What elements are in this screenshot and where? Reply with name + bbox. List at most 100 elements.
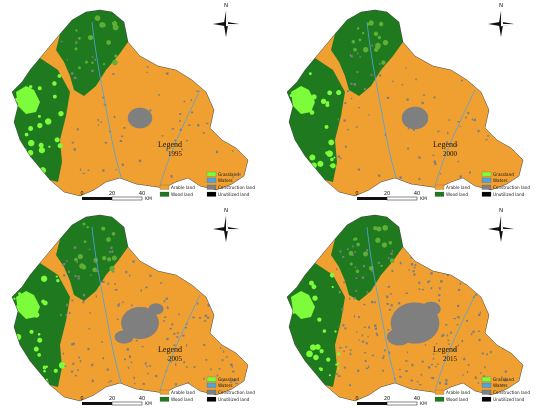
grassland-patch (312, 295, 318, 301)
construction-patch (94, 260, 97, 264)
construction-patch (173, 344, 176, 347)
construction-patch (177, 268, 180, 271)
construction-patch (421, 252, 424, 255)
construction-patch (363, 88, 366, 90)
wood-patch (77, 66, 81, 70)
construction-patch (230, 363, 233, 366)
construction-patch (148, 246, 151, 250)
construction-patch (203, 54, 207, 57)
grassland-patch (15, 304, 22, 310)
construction-patch (182, 334, 185, 337)
construction-patch (342, 256, 345, 258)
legend-item-label: Waters (218, 178, 233, 183)
scale-tick-label: 40 (414, 396, 420, 402)
construction-patch (428, 260, 430, 264)
north-arrow-icon (488, 216, 514, 242)
construction-patch (210, 273, 212, 276)
construction-patch (370, 73, 373, 76)
grassland-patch (40, 275, 48, 282)
construction-patch (202, 132, 205, 134)
grassland-patch (337, 367, 340, 370)
grassland-patch (58, 361, 66, 369)
construction-patch (66, 303, 68, 307)
construction-patch (478, 313, 481, 317)
construction-patch (353, 297, 355, 300)
construction-patch (193, 365, 196, 368)
construction-patch (388, 351, 391, 355)
construction-patch (483, 366, 486, 369)
construction-patch (165, 148, 169, 152)
scale-tick-label: 40 (139, 191, 145, 197)
wood-patch (363, 251, 369, 257)
construction-patch (479, 311, 481, 314)
wood-land-region-north (331, 215, 403, 301)
legend-title: Legend (433, 140, 457, 149)
construction-patch (147, 372, 149, 375)
construction-patch (73, 148, 76, 151)
grassland-patch (37, 353, 42, 357)
construction-patch (349, 53, 351, 56)
scale-tick-label: 0 (355, 191, 358, 197)
year-label: 2015 (443, 355, 458, 363)
legend-swatch (159, 191, 170, 197)
construction-patch (133, 382, 136, 385)
grassland-patch (13, 373, 17, 377)
construction-patch (113, 115, 116, 119)
construction-patch (418, 281, 421, 284)
construction-patch (490, 131, 493, 134)
construction-patch (368, 326, 371, 329)
construction-patch (378, 63, 381, 65)
city-expansion (421, 301, 441, 317)
construction-patch (353, 315, 356, 318)
scale-unit: KM (145, 196, 152, 202)
construction-patch (171, 128, 174, 130)
construction-patch (232, 379, 236, 382)
construction-patch (203, 320, 207, 322)
grassland-patch (330, 163, 336, 169)
construction-patch (439, 381, 442, 385)
wood-patch (77, 253, 83, 260)
construction-patch (169, 327, 172, 330)
legend-swatch (159, 389, 170, 395)
construction-patch (418, 177, 421, 180)
construction-patch (101, 341, 103, 343)
grassland-patch (37, 332, 41, 336)
legend-item-label: Waters (218, 383, 233, 388)
construction-patch (202, 344, 206, 346)
legend-swatch (206, 184, 217, 190)
grassland-patch (43, 369, 46, 373)
construction-patch (215, 150, 219, 154)
construction-patch (438, 299, 440, 302)
legend-item-label: Unutilized land (218, 192, 250, 197)
construction-patch (456, 316, 459, 318)
construction-patch (78, 356, 80, 359)
construction-patch (146, 71, 148, 74)
construction-patch (479, 273, 482, 276)
legend-swatch (159, 184, 170, 190)
wood-patch (83, 240, 87, 243)
construction-patch (65, 314, 68, 316)
construction-patch (415, 78, 417, 81)
grassland-patch (303, 163, 307, 167)
legend-title: Legend (158, 345, 182, 354)
construction-patch (509, 61, 512, 64)
construction-patch (125, 270, 128, 274)
construction-patch (457, 344, 460, 347)
construction-patch (507, 133, 511, 136)
wood-patch (362, 46, 369, 53)
construction-patch (338, 290, 341, 294)
construction-patch (413, 273, 416, 276)
grassland-patch (18, 292, 22, 296)
grassland-patch (55, 275, 58, 278)
construction-patch (427, 280, 430, 284)
construction-patch (349, 352, 352, 356)
wood-patch (380, 264, 383, 267)
construction-patch (440, 280, 443, 283)
grassland-patch (325, 101, 330, 105)
year-label: 1995 (168, 150, 183, 158)
construction-patch (186, 322, 188, 326)
construction-patch (351, 254, 354, 256)
legend-swatch (206, 382, 217, 388)
construction-patch (231, 150, 234, 152)
construction-patch (510, 309, 512, 313)
